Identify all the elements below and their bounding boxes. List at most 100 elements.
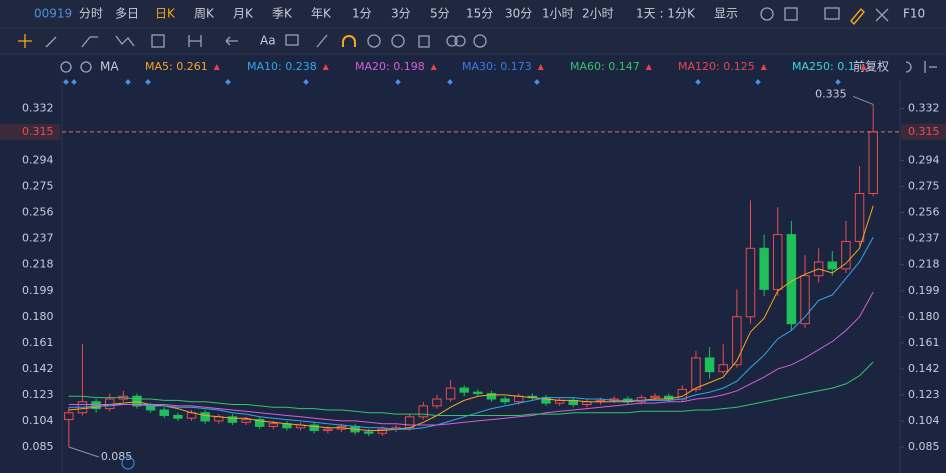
min-marker-line <box>68 446 99 458</box>
period-tab[interactable]: 周K <box>194 7 215 21</box>
period-tab[interactable]: 1天 : 1分K <box>636 7 696 21</box>
candle-body <box>745 247 756 318</box>
ma-arrow <box>860 64 867 70</box>
event-dot[interactable] <box>303 79 309 85</box>
period-bar-icons[interactable] <box>760 7 889 26</box>
indicator-settings[interactable] <box>60 61 72 73</box>
period-tab[interactable]: 1分 <box>352 7 372 21</box>
crosshair-tool[interactable] <box>18 34 32 48</box>
drawing-tools[interactable] <box>18 34 487 48</box>
arrow-tool[interactable] <box>225 36 238 46</box>
hide-tool[interactable] <box>391 34 405 48</box>
period-tab[interactable]: 15分 <box>466 7 493 21</box>
ma-legend: MA60: 0.147 <box>570 60 640 73</box>
candle-body <box>254 419 265 427</box>
y-tick-label-right: 0.218 <box>908 258 940 271</box>
zoom-icon[interactable] <box>924 61 937 73</box>
candle-body <box>800 275 810 325</box>
period-tab[interactable]: 日K <box>155 7 176 21</box>
ma-arrow <box>760 64 767 70</box>
candle-body <box>500 398 510 403</box>
period-tab[interactable]: 3分 <box>391 7 411 21</box>
y-tick-label-right: 0.180 <box>908 310 940 323</box>
ma-legend: MA120: 0.125 <box>678 60 755 73</box>
note-tool[interactable] <box>285 34 299 46</box>
y-tick-label-left: 0.256 <box>22 206 54 219</box>
event-dot[interactable] <box>447 79 453 85</box>
candle-body <box>323 428 333 432</box>
font-tool[interactable]: Aa <box>260 34 276 48</box>
ma-arrow <box>537 64 544 70</box>
period-tab[interactable]: 1小时 <box>542 7 574 21</box>
candle-body <box>145 405 156 411</box>
period-tab[interactable]: 多日 <box>115 7 139 21</box>
ma-legend: MA250: 0.1 <box>792 60 855 73</box>
period-tab[interactable]: 年K <box>311 7 332 21</box>
event-dot[interactable] <box>695 79 701 85</box>
ray-tool[interactable] <box>81 36 98 48</box>
max-marker-line <box>852 95 874 105</box>
wave-tool[interactable] <box>115 35 135 47</box>
event-dot[interactable] <box>71 79 77 85</box>
ma-line <box>68 205 874 431</box>
y-tick-label-left: 0.104 <box>22 414 54 427</box>
magnet-tool[interactable] <box>342 35 356 47</box>
link-tool[interactable] <box>454 35 466 47</box>
y-tick-label-left: 0.123 <box>22 388 54 401</box>
delete-tool[interactable] <box>418 35 430 48</box>
ma-arrow <box>645 64 652 70</box>
event-dot[interactable] <box>125 79 131 85</box>
indicator-close[interactable] <box>80 61 92 73</box>
stock-code[interactable]: 00919 <box>34 7 72 21</box>
candle-body <box>445 387 456 400</box>
event-dot[interactable] <box>534 79 540 85</box>
candle-body <box>364 431 374 434</box>
period-tab[interactable]: 季K <box>272 7 293 21</box>
draw-icon[interactable] <box>850 7 865 26</box>
pen-tool[interactable] <box>316 34 328 48</box>
min-marker: 0.085 <box>101 450 133 463</box>
checkbox-icon[interactable] <box>784 7 798 21</box>
event-dot[interactable] <box>145 79 151 85</box>
period-tab[interactable]: 30分 <box>505 7 532 21</box>
event-dot[interactable] <box>835 79 841 85</box>
event-dot[interactable] <box>755 79 761 85</box>
candle-body <box>268 423 279 427</box>
settings-tool[interactable] <box>473 34 487 48</box>
period-tab[interactable]: 显示 <box>714 7 738 21</box>
ma-legend: MA30: 0.173 <box>462 60 532 73</box>
camera-icon[interactable] <box>824 7 840 20</box>
candle-body <box>868 131 878 194</box>
undo-icon[interactable] <box>905 61 912 73</box>
y-tick-label-left: 0.199 <box>22 284 54 297</box>
lock-tool[interactable] <box>367 34 381 48</box>
fib-tool[interactable] <box>151 34 165 48</box>
settings-icon[interactable] <box>760 7 774 21</box>
indicator-name[interactable]: MA <box>100 60 119 74</box>
link-tool[interactable] <box>446 35 458 47</box>
f10-button[interactable]: F10 <box>903 7 925 21</box>
candle-body <box>732 316 742 366</box>
y-tick-label-left: 0.218 <box>22 258 54 271</box>
y-tick-label-right: 0.332 <box>908 102 940 115</box>
adjust-mode[interactable]: 前复权 <box>853 59 889 74</box>
event-dot[interactable] <box>395 79 401 85</box>
event-dot[interactable] <box>225 79 231 85</box>
y-tick-label-right: 0.275 <box>908 180 940 193</box>
period-tab[interactable]: 5分 <box>430 7 450 21</box>
event-marker[interactable] <box>121 456 135 470</box>
candle-body <box>473 391 483 395</box>
y-tick-label-right: 0.104 <box>908 414 940 427</box>
y-tick-label-left: 0.237 <box>22 232 54 245</box>
candle-body <box>418 405 429 418</box>
candle-body <box>691 357 701 390</box>
fullscreen-icon[interactable] <box>875 8 889 22</box>
period-tab[interactable]: 分时 <box>79 7 103 21</box>
y-tick-label-right: 0.085 <box>908 440 940 453</box>
period-tab[interactable]: 月K <box>233 7 254 21</box>
period-tab[interactable]: 2小时 <box>582 7 614 21</box>
line-tool[interactable] <box>45 36 57 48</box>
measure-tool[interactable] <box>188 35 202 47</box>
y-tick-label-right: 0.199 <box>908 284 940 297</box>
